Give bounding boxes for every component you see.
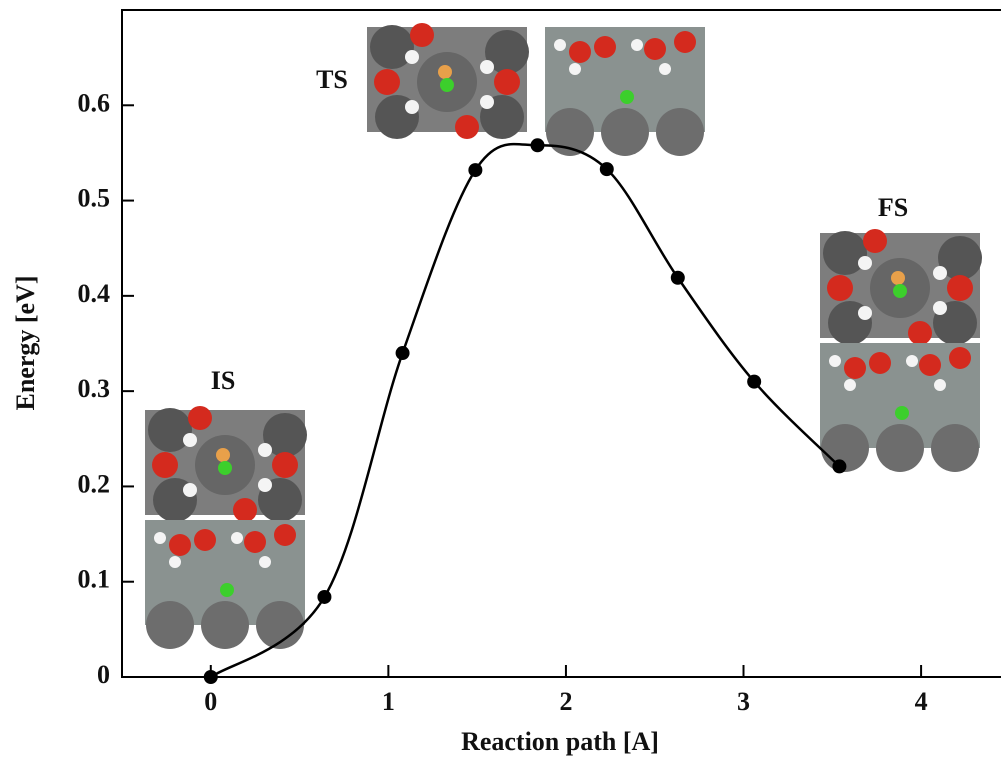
x-tick-label: 0 <box>204 687 217 716</box>
y-tick-label: 0.6 <box>78 88 111 117</box>
x-tick-label: 4 <box>915 687 928 716</box>
y-axis-label: Energy [eV] <box>11 275 40 410</box>
annotation: FS <box>878 193 908 222</box>
data-point <box>671 271 685 285</box>
data-point <box>204 670 218 684</box>
fs-top-view <box>820 229 982 345</box>
inset-images <box>145 23 982 649</box>
data-point <box>747 375 761 389</box>
annotation: TS <box>316 65 348 94</box>
x-tick-label: 3 <box>737 687 750 716</box>
data-point <box>396 346 410 360</box>
y-tick-label: 0.3 <box>78 374 111 403</box>
fs-side-view <box>820 343 980 472</box>
x-axis-label: Reaction path [A] <box>461 727 659 756</box>
data-point <box>832 459 846 473</box>
annotation: IS <box>211 366 236 395</box>
energy-curve <box>211 144 840 677</box>
y-tick-label: 0.4 <box>78 279 111 308</box>
chart: IS TS FS Reaction path [A] Energy [eV] 0… <box>0 0 1002 761</box>
data-point <box>468 163 482 177</box>
y-tick-label: 0 <box>97 660 110 689</box>
is-top-view <box>145 406 307 522</box>
ts-side-view <box>545 27 705 156</box>
y-tick-label: 0.2 <box>78 469 111 498</box>
x-tick-label: 2 <box>559 687 572 716</box>
ts-top-view <box>367 23 529 139</box>
y-tick-label: 0.5 <box>78 184 111 213</box>
x-tick-label: 1 <box>382 687 395 716</box>
data-point <box>531 138 545 152</box>
y-tick-label: 0.1 <box>78 565 111 594</box>
is-side-view <box>145 520 305 649</box>
data-point <box>600 162 614 176</box>
data-point <box>317 590 331 604</box>
